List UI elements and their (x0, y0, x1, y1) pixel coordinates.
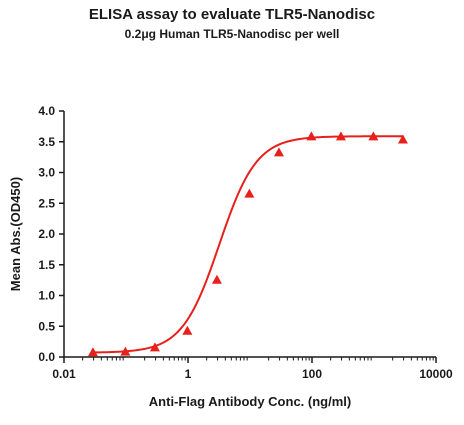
x-tick-label: 1 (185, 367, 192, 381)
data-points (87, 131, 408, 357)
data-point-marker (368, 131, 379, 141)
y-axis-label: Mean Abs.(OD450) (8, 177, 23, 291)
data-point-marker (244, 188, 255, 198)
y-tick-label: 3.5 (38, 135, 55, 149)
x-tick-label: 0.01 (52, 367, 76, 381)
ticks: 0.0 0.5 1.0 1.5 2.0 2.5 3.0 3.5 4.0 0.01 1 100 10000 (38, 104, 453, 381)
data-point-marker (211, 274, 222, 284)
x-axis-label: Anti-Flag Antibody Conc. (ng/ml) (149, 394, 351, 409)
data-point-marker (149, 342, 160, 352)
y-tick-label: 2.0 (38, 227, 55, 241)
data-point-marker (182, 325, 193, 335)
x-tick-label: 10000 (419, 367, 453, 381)
data-point-marker (306, 131, 317, 141)
chart-subtitle: 0.2μg Human TLR5-Nanodisc per well (124, 27, 340, 41)
y-tick-label: 0.0 (38, 350, 55, 364)
axes (63, 111, 436, 358)
y-tick-label: 2.5 (38, 196, 55, 210)
y-tick-label: 3.0 (38, 166, 55, 180)
data-point-marker (273, 147, 284, 157)
data-point-marker (87, 347, 98, 357)
fit-curve (92, 135, 403, 354)
y-tick-label: 1.0 (38, 289, 55, 303)
y-tick-label: 4.0 (38, 104, 55, 118)
y-tick-label: 0.5 (38, 319, 55, 333)
y-tick-label: 1.5 (38, 258, 55, 272)
chart-title: ELISA assay to evaluate TLR5-Nanodisc (88, 6, 376, 23)
data-point-marker (335, 131, 346, 141)
x-tick-label: 100 (302, 367, 322, 381)
data-point-marker (120, 346, 131, 356)
data-point-marker (397, 134, 408, 144)
